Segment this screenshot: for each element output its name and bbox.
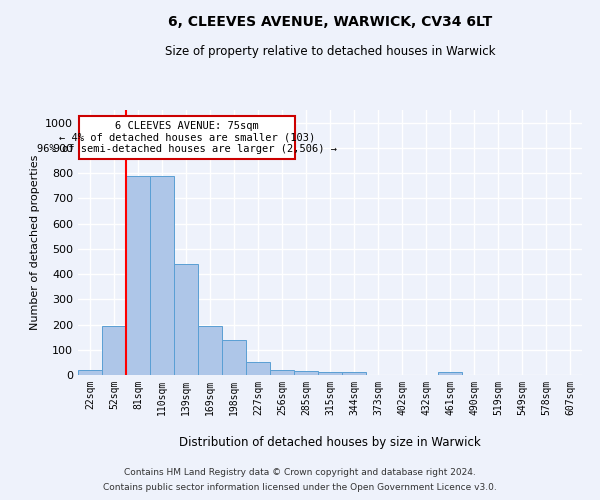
Bar (318, 372, 342, 375)
Text: 96% of semi-detached houses are larger (2,506) →: 96% of semi-detached houses are larger (… (37, 144, 337, 154)
Bar (342, 372, 366, 375)
Bar (174, 264, 198, 375)
Text: ← 4% of detached houses are smaller (103): ← 4% of detached houses are smaller (103… (59, 132, 316, 142)
Text: Contains public sector information licensed under the Open Government Licence v3: Contains public sector information licen… (103, 483, 497, 492)
Bar (270, 370, 294, 375)
Bar (294, 371, 318, 375)
Text: 6, CLEEVES AVENUE, WARWICK, CV34 6LT: 6, CLEEVES AVENUE, WARWICK, CV34 6LT (168, 15, 492, 29)
Text: 6 CLEEVES AVENUE: 75sqm: 6 CLEEVES AVENUE: 75sqm (115, 122, 259, 132)
Bar (126, 176, 150, 375)
Text: Distribution of detached houses by size in Warwick: Distribution of detached houses by size … (179, 436, 481, 449)
Bar (198, 326, 222, 375)
Bar (102, 326, 126, 375)
Bar (438, 372, 462, 375)
Y-axis label: Number of detached properties: Number of detached properties (29, 155, 40, 330)
Text: Size of property relative to detached houses in Warwick: Size of property relative to detached ho… (165, 45, 495, 58)
FancyBboxPatch shape (79, 116, 295, 159)
Bar (222, 340, 246, 375)
Bar (246, 362, 270, 375)
Text: Contains HM Land Registry data © Crown copyright and database right 2024.: Contains HM Land Registry data © Crown c… (124, 468, 476, 477)
Bar (150, 176, 174, 375)
Bar (78, 370, 102, 375)
